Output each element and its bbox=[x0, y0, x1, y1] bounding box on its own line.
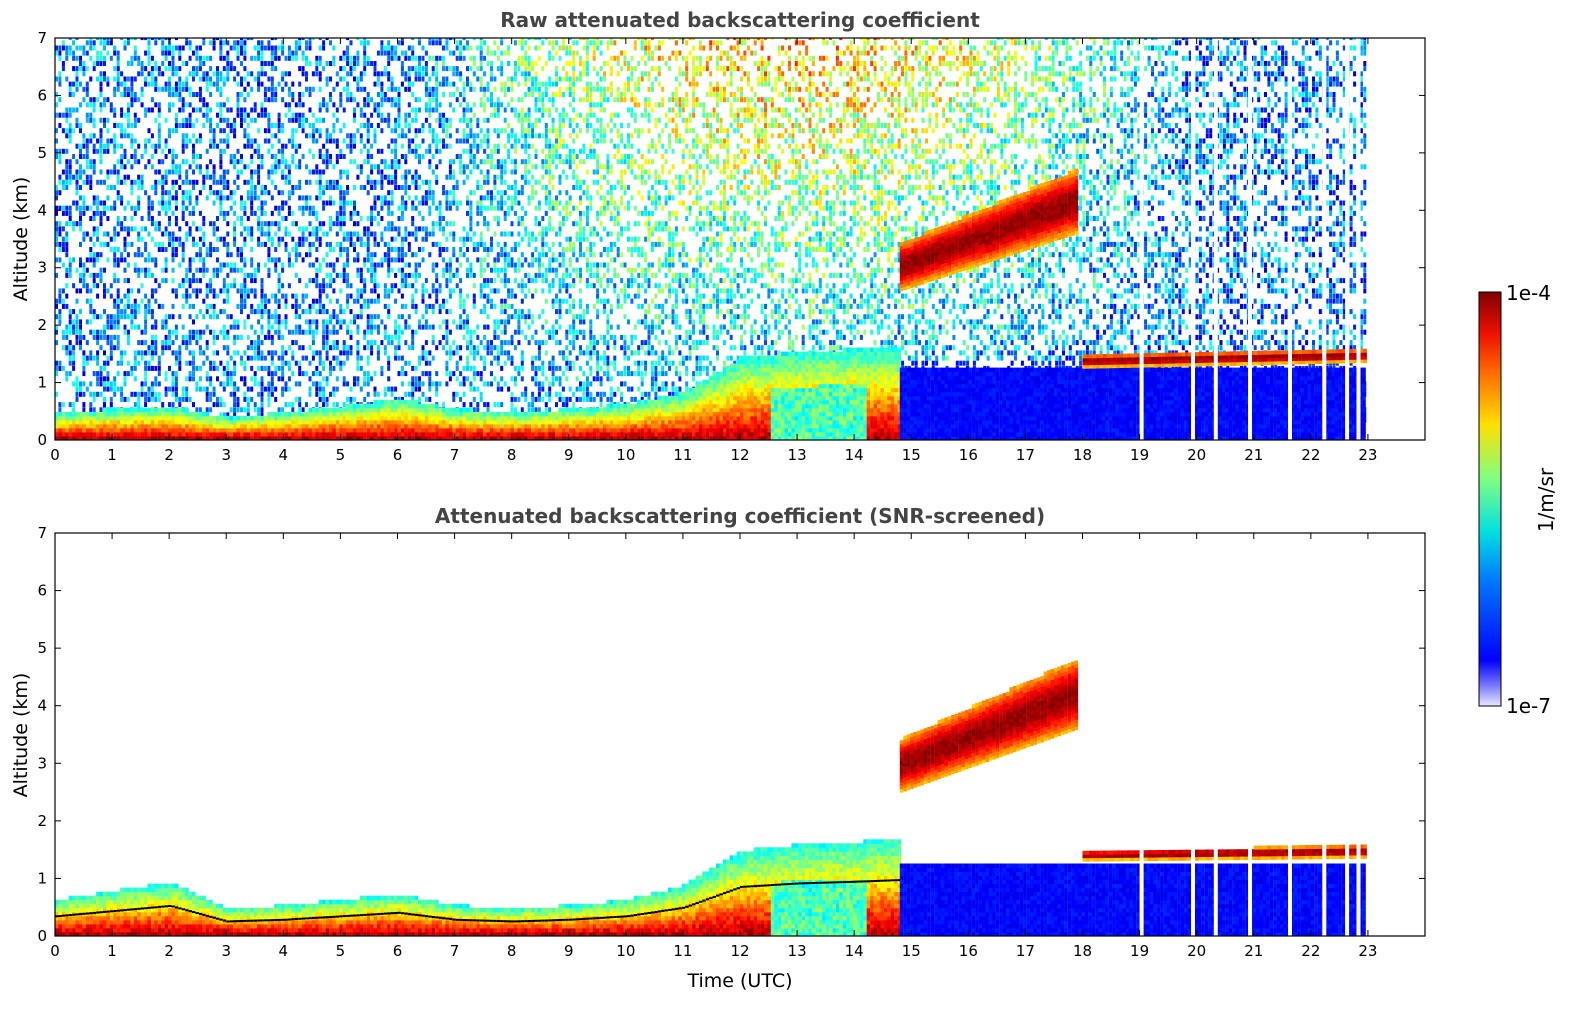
x-tick-label: 11 bbox=[673, 446, 692, 464]
x-tick-label: 8 bbox=[507, 942, 517, 960]
x-axis-label: Time (UTC) bbox=[686, 970, 792, 992]
y-tick-label: 6 bbox=[37, 86, 47, 104]
colorbar-min-label: 1e-7 bbox=[1506, 694, 1551, 718]
x-tick-label: 13 bbox=[788, 942, 807, 960]
x-tick-label: 22 bbox=[1301, 942, 1320, 960]
y-tick-label: 5 bbox=[37, 639, 47, 657]
y-tick-label: 7 bbox=[37, 29, 47, 47]
x-tick-label: 0 bbox=[50, 942, 60, 960]
x-tick-label: 16 bbox=[959, 942, 978, 960]
x-tick-label: 16 bbox=[959, 446, 978, 464]
y-tick-label: 2 bbox=[37, 316, 47, 334]
x-tick-label: 6 bbox=[393, 942, 403, 960]
heatmap-cells bbox=[55, 38, 1367, 440]
x-tick-label: 9 bbox=[564, 942, 574, 960]
x-tick-label: 14 bbox=[845, 446, 864, 464]
colorbar: 1e-4 1e-7 1/m/sr bbox=[1478, 281, 1558, 718]
x-tick-label: 22 bbox=[1301, 446, 1320, 464]
raw-plot-area bbox=[55, 38, 1367, 440]
x-tick-label: 17 bbox=[1016, 446, 1035, 464]
screened-backscatter-panel: Attenuated backscattering coefficient (S… bbox=[10, 504, 1426, 992]
colorbar-unit-label: 1/m/sr bbox=[1534, 467, 1558, 532]
x-tick-label: 8 bbox=[507, 446, 517, 464]
y-tick-label: 6 bbox=[37, 582, 47, 600]
x-tick-label: 21 bbox=[1244, 942, 1263, 960]
screened-x-ticks: 0 1 2 3 4 5 6 7 8 9 10 11 12 13 14 15 16 17 18 19 20 21 22 23 bbox=[50, 533, 1377, 960]
x-tick-label: 4 bbox=[279, 446, 289, 464]
x-tick-label: 1 bbox=[107, 446, 117, 464]
x-tick-label: 0 bbox=[50, 446, 60, 464]
x-tick-label: 12 bbox=[730, 446, 749, 464]
x-tick-label: 2 bbox=[164, 446, 174, 464]
x-tick-label: 1 bbox=[107, 942, 117, 960]
x-tick-label: 10 bbox=[616, 942, 635, 960]
y-tick-label: 0 bbox=[37, 927, 47, 945]
x-tick-label: 14 bbox=[845, 942, 864, 960]
y-tick-label: 1 bbox=[37, 869, 47, 887]
x-tick-label: 15 bbox=[902, 446, 921, 464]
x-tick-label: 10 bbox=[616, 446, 635, 464]
y-tick-label: 7 bbox=[37, 524, 47, 542]
x-tick-label: 5 bbox=[336, 942, 346, 960]
y-tick-label: 3 bbox=[37, 259, 47, 277]
screened-plot-area bbox=[55, 533, 1367, 936]
x-tick-label: 2 bbox=[164, 942, 174, 960]
raw-y-axis-label: Altitude (km) bbox=[10, 177, 32, 302]
colorbar-gradient bbox=[1478, 291, 1502, 707]
x-tick-label: 20 bbox=[1187, 942, 1206, 960]
x-tick-label: 3 bbox=[221, 942, 231, 960]
x-tick-label: 18 bbox=[1073, 942, 1092, 960]
x-tick-label: 21 bbox=[1244, 446, 1263, 464]
raw-backscatter-panel: Raw attenuated backscattering coefficien… bbox=[10, 8, 1426, 464]
x-tick-label: 23 bbox=[1358, 942, 1377, 960]
x-tick-label: 13 bbox=[788, 446, 807, 464]
y-tick-label: 1 bbox=[37, 374, 47, 392]
x-tick-label: 18 bbox=[1073, 446, 1092, 464]
x-tick-label: 5 bbox=[336, 446, 346, 464]
x-tick-label: 7 bbox=[450, 942, 460, 960]
y-tick-label: 2 bbox=[37, 812, 47, 830]
heatmap-cells bbox=[55, 533, 1367, 936]
panel-title-screened: Attenuated backscattering coefficient (S… bbox=[435, 504, 1045, 528]
x-tick-label: 4 bbox=[279, 942, 289, 960]
x-tick-label: 3 bbox=[221, 446, 231, 464]
y-tick-label: 4 bbox=[37, 201, 47, 219]
y-tick-label: 4 bbox=[37, 697, 47, 715]
panel-title-raw: Raw attenuated backscattering coefficien… bbox=[500, 8, 980, 32]
y-tick-label: 5 bbox=[37, 144, 47, 162]
y-tick-label: 3 bbox=[37, 754, 47, 772]
raw-y-ticks: 0 1 2 3 4 5 6 7 bbox=[37, 29, 1425, 449]
x-tick-label: 20 bbox=[1187, 446, 1206, 464]
raw-x-ticks: 0 1 2 3 4 5 6 7 8 9 10 11 12 13 14 15 16 17 18 19 20 21 22 23 bbox=[50, 38, 1377, 464]
screened-y-ticks: 0 1 2 3 4 5 6 7 bbox=[37, 524, 1425, 945]
x-tick-label: 7 bbox=[450, 446, 460, 464]
x-tick-label: 6 bbox=[393, 446, 403, 464]
colorbar-max-label: 1e-4 bbox=[1506, 281, 1551, 305]
y-tick-label: 0 bbox=[37, 431, 47, 449]
x-tick-label: 9 bbox=[564, 446, 574, 464]
x-tick-label: 23 bbox=[1358, 446, 1377, 464]
screened-y-axis-label: Altitude (km) bbox=[10, 673, 32, 798]
x-tick-label: 17 bbox=[1016, 942, 1035, 960]
x-tick-label: 19 bbox=[1130, 446, 1149, 464]
x-tick-label: 19 bbox=[1130, 942, 1149, 960]
x-tick-label: 12 bbox=[730, 942, 749, 960]
x-tick-label: 15 bbox=[902, 942, 921, 960]
x-tick-label: 11 bbox=[673, 942, 692, 960]
